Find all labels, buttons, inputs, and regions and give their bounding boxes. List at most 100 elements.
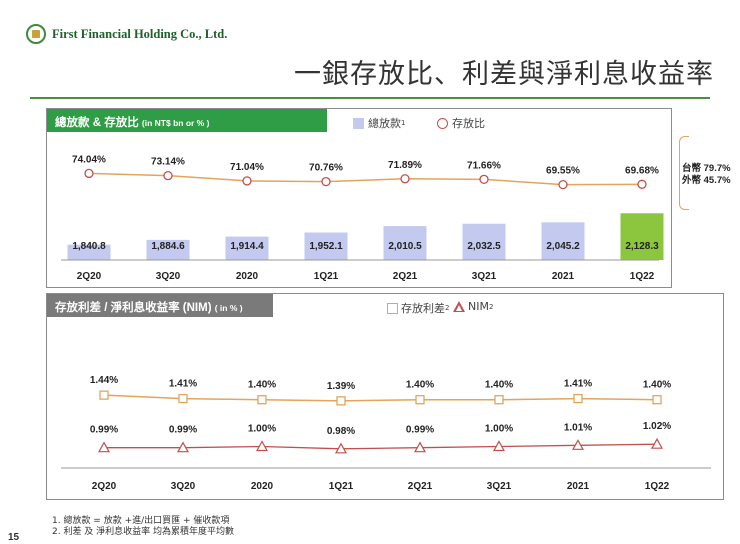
nim-value-label: 0.99%	[169, 425, 197, 436]
legend-spread-label: 存放利差	[401, 302, 445, 315]
ldr-point	[558, 179, 568, 190]
legend-nim: NIM 2	[453, 300, 493, 313]
spread-nim-chart: 2Q20 3Q20 2020 1Q21 2Q21 3Q21 2021 1Q22 1.44% 1.4…	[61, 375, 711, 492]
spread-value-label: 1.40%	[406, 380, 434, 391]
nim-point	[176, 441, 190, 453]
ldr-point	[242, 176, 252, 186]
nim-value-label: 1.00%	[485, 424, 513, 435]
page-title: 一銀存放比、利差與淨利息收益率	[294, 59, 714, 90]
spread-value-label: 1.40%	[248, 380, 276, 391]
ldr-value-label: 71.89%	[388, 160, 422, 171]
company-logo: First Financial Holding Co., Ltd.	[26, 24, 227, 44]
legend-nim-sup: 2	[488, 302, 494, 311]
legend-spread-sup: 2	[445, 304, 450, 312]
category-label: 3Q21	[472, 271, 497, 282]
ldr-value-label: 74.04%	[72, 154, 106, 165]
spread-point	[415, 395, 425, 405]
legend-loans: 總放款 1	[353, 115, 405, 131]
spread-value-label: 1.41%	[564, 379, 592, 390]
category-label: 2Q21	[393, 271, 418, 282]
legend-ratio: 存放比	[437, 115, 485, 131]
category-label: 3Q20	[171, 481, 196, 492]
ldr-value-label: 71.04%	[230, 162, 264, 173]
circle-marker-icon	[437, 117, 448, 129]
loan-value-label: 1,884.6	[151, 241, 185, 252]
footnote-1: 1. 總放款 = 放款 +進/出口買匯 + 催收款項	[52, 516, 230, 526]
loan-bar	[462, 223, 506, 260]
category-label: 3Q21	[487, 481, 512, 492]
loan-bar	[225, 236, 269, 260]
nim-point	[650, 437, 664, 449]
spread-point	[99, 390, 109, 400]
spread-nim-panel: 存放利差 / 淨利息收益率 (NIM) ( in % ) 存放利差 2 NIM 2 …	[46, 293, 724, 500]
loan-value-label: 1,840.8	[72, 241, 106, 252]
loan-value-label: 2,032.5	[467, 241, 501, 252]
legend-nim-label: NIM	[468, 300, 489, 313]
category-label: 2020	[236, 271, 259, 282]
legend-spread: 存放利差 2	[387, 300, 449, 316]
spread-point	[494, 395, 504, 405]
triangle-marker-icon	[453, 301, 465, 312]
loan-bar	[541, 222, 585, 260]
category-label: 2Q21	[408, 481, 433, 492]
loan-value-label: 1,914.4	[230, 241, 264, 252]
nim-point	[255, 440, 269, 452]
loan-bar	[304, 232, 348, 260]
loans-ldr-title: 總放款 & 存放比	[55, 117, 139, 129]
legend-loans-sup: 1	[401, 119, 406, 127]
spread-point	[652, 395, 662, 405]
loan-bar	[67, 244, 111, 260]
spread-value-label: 1.44%	[90, 375, 118, 386]
footnote-2: 2. 利差 及 淨利息收益率 均為累積年度平均數	[52, 527, 235, 537]
square-marker-icon	[387, 302, 398, 314]
spread-line	[103, 394, 658, 402]
spread-point	[336, 396, 346, 406]
spread-point	[573, 393, 583, 404]
spread-value-label: 1.40%	[485, 380, 513, 391]
ldr-note-fx: 外幣 45.7%	[682, 175, 731, 186]
category-label: 2021	[552, 271, 575, 282]
legend-loans-label: 總放款	[368, 117, 401, 130]
nim-value-label: 1.01%	[564, 422, 592, 433]
loans-ldr-unit: (in NT$ bn or % )	[141, 118, 210, 128]
category-label: 1Q21	[314, 271, 339, 282]
nim-value-label: 0.99%	[406, 425, 434, 436]
nim-line	[104, 443, 658, 450]
loan-bar	[383, 226, 427, 260]
ldr-value-label: 69.55%	[546, 166, 580, 177]
spread-value-label: 1.41%	[169, 379, 197, 390]
ldr-value-label: 71.66%	[467, 160, 501, 171]
nim-value-label: 0.98%	[327, 426, 355, 437]
bar-swatch-icon	[353, 117, 364, 129]
ldr-point	[637, 179, 647, 189]
category-label: 1Q22	[630, 271, 655, 282]
category-label: 1Q22	[645, 481, 670, 492]
ldr-note-ntd: 台幣 79.7%	[682, 163, 731, 174]
footnotes: 1. 總放款 = 放款 +進/出口買匯 + 催收款項 2. 利差 及 淨利息收益…	[52, 516, 234, 538]
ldr-value-label: 69.68%	[625, 165, 659, 176]
nim-value-label: 1.00%	[248, 424, 276, 435]
legend-ratio-label: 存放比	[452, 117, 485, 130]
loan-bar	[620, 213, 664, 260]
loan-value-label: 1,952.1	[309, 241, 343, 252]
spread-nim-unit: ( in % )	[214, 303, 243, 313]
spread-nim-title: 存放利差 / 淨利息收益率 (NIM)	[55, 302, 212, 314]
logo-text: First Financial Holding Co., Ltd.	[52, 26, 228, 41]
loan-value-label: 2,045.2	[546, 241, 580, 252]
ldr-point	[400, 174, 410, 184]
category-label: 3Q20	[156, 271, 181, 282]
title-divider	[30, 97, 710, 99]
nim-point	[334, 442, 348, 454]
spread-point	[178, 393, 188, 404]
nim-point	[413, 441, 427, 453]
spread-point	[257, 395, 267, 405]
spread-nim-header: 存放利差 / 淨利息收益率 (NIM) ( in % )	[47, 294, 273, 317]
nim-point	[571, 439, 585, 450]
loan-bar	[146, 239, 190, 260]
nim-point	[97, 441, 111, 453]
ldr-line	[88, 172, 643, 186]
category-label: 2021	[567, 481, 590, 492]
logo-mark-icon	[26, 24, 46, 44]
loan-value-label: 2,128.3	[625, 241, 659, 252]
spread-value-label: 1.39%	[327, 381, 355, 392]
